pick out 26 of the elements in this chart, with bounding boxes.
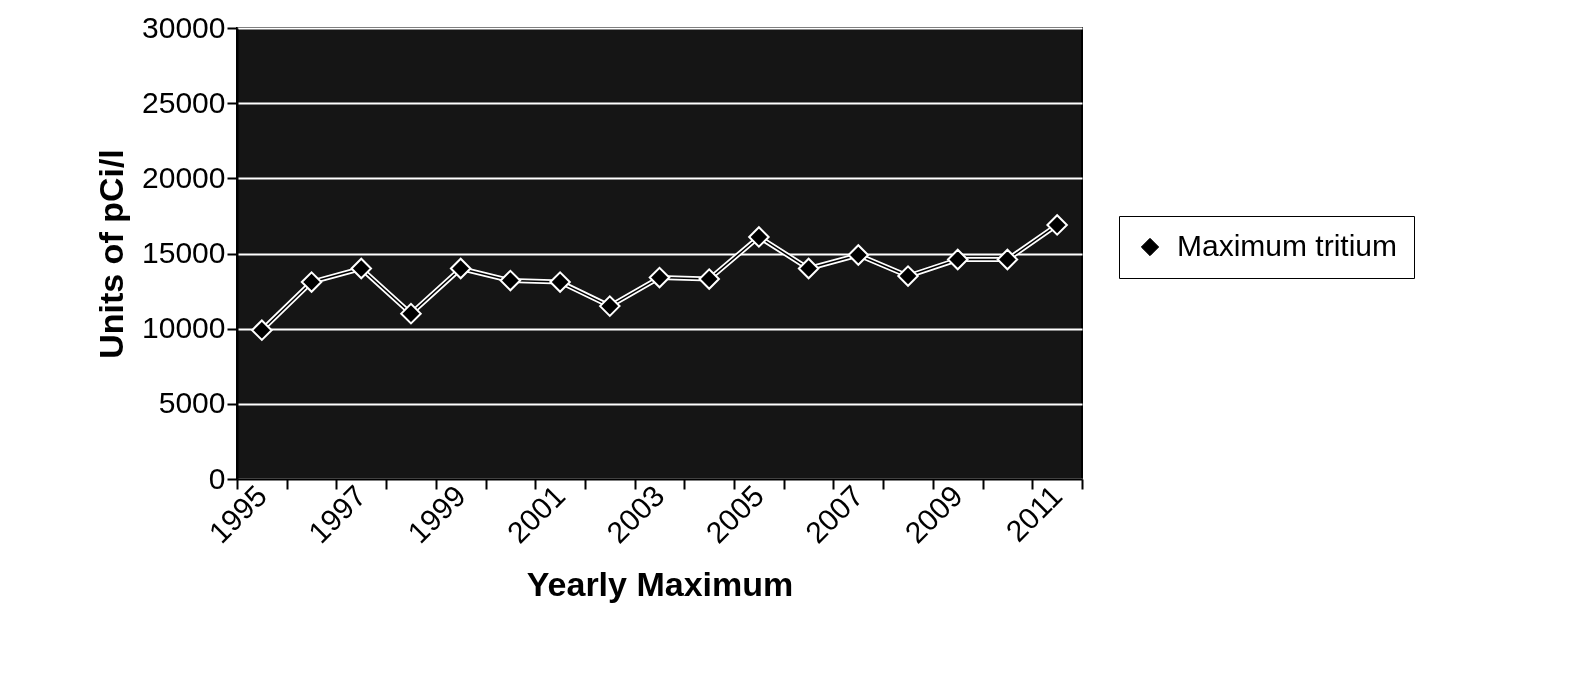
y-tick-label: 5000 — [158, 386, 226, 420]
legend-label: Maximum tritium — [1177, 229, 1398, 262]
point — [897, 265, 919, 287]
y-tick-label: 20000 — [142, 160, 226, 194]
y-tick-label: 10000 — [142, 311, 226, 345]
point — [748, 226, 770, 248]
point — [400, 302, 422, 325]
y-tick-label: 25000 — [142, 85, 226, 119]
point — [847, 244, 870, 266]
point — [996, 248, 1019, 271]
point — [449, 257, 472, 280]
point — [350, 257, 373, 280]
point — [946, 248, 969, 271]
point — [698, 268, 720, 290]
point — [499, 269, 522, 292]
point — [1046, 214, 1068, 236]
point — [549, 271, 571, 293]
point — [300, 271, 323, 293]
point — [648, 266, 671, 289]
point — [599, 295, 621, 317]
y-tick-label: 30000 — [142, 10, 226, 44]
x-axis-title: Yearly Maximum — [526, 565, 794, 604]
y-tick-label: 15000 — [142, 236, 226, 269]
point — [797, 257, 820, 280]
y-axis-title: Units of pCi/l — [92, 149, 131, 359]
point — [251, 319, 273, 341]
